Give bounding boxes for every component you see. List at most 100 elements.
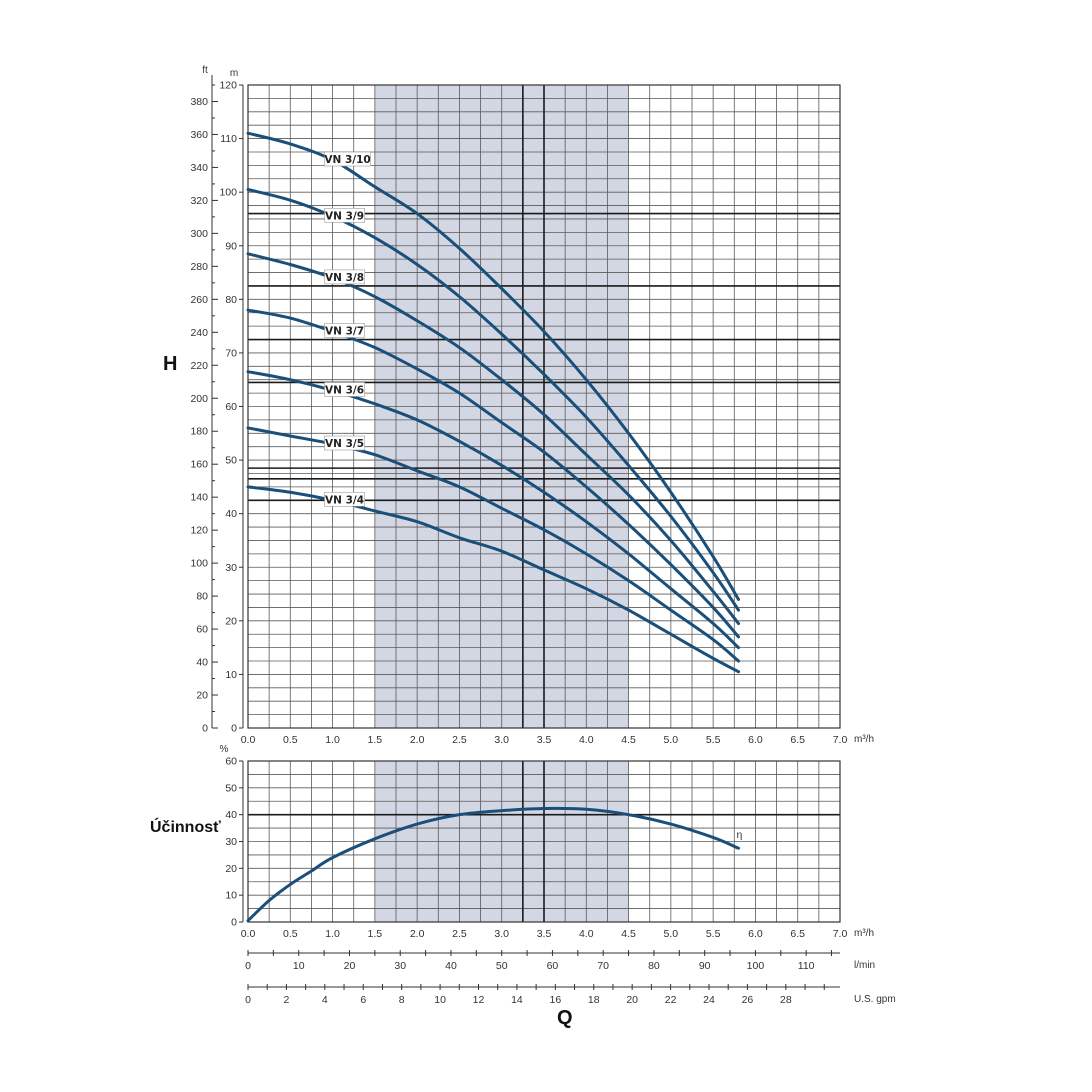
x-tick-label: 4.5: [621, 734, 636, 746]
secondary-tick-label: 16: [549, 994, 561, 1006]
secondary-tick-label: 18: [588, 994, 600, 1006]
ft-tick-label: 120: [190, 525, 208, 537]
flow-axis-title: Q: [557, 1007, 573, 1029]
secondary-tick-label: 2: [283, 994, 289, 1006]
ft-tick-label: 260: [190, 294, 208, 306]
x-tick-label: 3.0: [494, 928, 509, 940]
x-tick-label: 2.0: [410, 734, 425, 746]
x-tick-label: 4.5: [621, 928, 636, 940]
y-tick-label: 10: [225, 669, 237, 681]
y-tick-label: 20: [225, 863, 237, 875]
x-tick-label: 6.0: [748, 928, 763, 940]
x-tick-label: 3.5: [537, 928, 552, 940]
x-tick-label: 0.0: [241, 928, 256, 940]
ft-tick-label: 60: [196, 624, 208, 636]
curve-label-box: [324, 269, 365, 285]
ft-tick-label: 100: [190, 558, 208, 570]
ft-tick-label: 380: [190, 96, 208, 108]
ft-tick-label: 280: [190, 261, 208, 273]
curve-label: VN 3/9: [325, 210, 364, 222]
x-unit-label: m³/h: [854, 928, 874, 939]
y-tick-label: 20: [225, 615, 237, 627]
efficiency-series-label: η: [737, 829, 743, 841]
y-tick-label: 90: [225, 240, 237, 252]
secondary-unit-label: l/min: [854, 960, 875, 971]
x-unit-label: m³/h: [854, 734, 874, 745]
curve-label-box: [324, 207, 365, 223]
ft-tick-label: 80: [196, 591, 208, 603]
x-tick-label: 0.5: [283, 734, 298, 746]
y-tick-label: 60: [225, 401, 237, 413]
x-tick-label: 6.5: [790, 734, 805, 746]
y-tick-label: 80: [225, 294, 237, 306]
curve-label: VN 3/10: [324, 154, 370, 166]
ft-tick-label: 160: [190, 459, 208, 471]
secondary-tick-label: 80: [648, 960, 660, 972]
y-tick-label: 40: [225, 809, 237, 821]
ft-tick-label: 200: [190, 393, 208, 405]
ft-tick-label: 360: [190, 129, 208, 141]
y-tick-label: 0: [231, 917, 237, 929]
x-tick-label: 2.5: [452, 928, 467, 940]
efficiency-axis-title: Účinnosť: [150, 817, 221, 836]
curve-label: VN 3/5: [325, 438, 364, 450]
y-tick-label: 100: [219, 187, 237, 199]
x-tick-label: 2.5: [452, 734, 467, 746]
secondary-tick-label: 100: [747, 960, 765, 972]
y-tick-label: 40: [225, 508, 237, 520]
y-tick-label: 0: [231, 723, 237, 735]
ft-tick-label: 240: [190, 327, 208, 339]
ft-tick-label: 180: [190, 426, 208, 438]
ft-tick-label: 140: [190, 492, 208, 504]
curve-label: VN 3/7: [325, 325, 364, 337]
curve-label-box: [324, 323, 365, 338]
secondary-tick-label: 0: [245, 960, 251, 972]
y-unit-label: %: [220, 744, 229, 755]
secondary-tick-label: 22: [665, 994, 677, 1006]
curve-label: VN 3/4: [325, 494, 364, 506]
plot-frame: [247, 84, 841, 729]
curve-label: VN 3/6: [325, 384, 364, 396]
secondary-tick-label: 90: [699, 960, 711, 972]
secondary-tick-label: 8: [399, 994, 405, 1006]
efficiency-curve: [246, 806, 741, 923]
x-tick-label: 4.0: [579, 928, 594, 940]
ft-tick-label: 320: [190, 195, 208, 207]
x-tick-label: 4.0: [579, 734, 594, 746]
y-tick-label: 110: [220, 133, 237, 145]
head-axis-title: H: [163, 353, 177, 375]
efficiency-chart-panel: 0 10 20 30 40 50 60% 0.0 0.5 1.0 1.5 2.0 2.5 3.0 3.5 4.…: [220, 744, 874, 940]
y-tick-label: 60: [225, 756, 237, 768]
x-tick-label: 0.5: [283, 928, 298, 940]
secondary-tick-label: 20: [344, 960, 356, 972]
secondary-tick-label: 26: [742, 994, 754, 1006]
curve-label-box: [324, 382, 365, 397]
curve-label-box: [324, 491, 365, 507]
x-tick-label: 2.0: [410, 928, 425, 940]
y-unit-label: m: [230, 68, 238, 79]
secondary-tick-label: 110: [798, 960, 815, 972]
secondary-tick-label: 20: [626, 994, 638, 1006]
x-tick-label: 3.5: [537, 734, 552, 746]
curve-label-box: [324, 435, 365, 451]
y-tick-label: 30: [225, 562, 237, 574]
x-tick-label: 6.0: [748, 734, 763, 746]
secondary-tick-label: 10: [293, 960, 305, 972]
secondary-tick-label: 50: [496, 960, 508, 972]
y-tick-label: 10: [225, 890, 237, 902]
secondary-tick-label: 28: [780, 994, 792, 1006]
y-tick-label: 30: [225, 836, 237, 848]
ft-tick-label: 40: [196, 657, 208, 669]
y-tick-label: 50: [225, 455, 237, 467]
secondary-tick-label: 4: [322, 994, 328, 1006]
secondary-unit-label: U.S. gpm: [854, 994, 896, 1005]
y-tick-label: 50: [225, 782, 237, 794]
ft-unit-label: ft: [202, 65, 208, 76]
x-tick-label: 5.5: [706, 928, 721, 940]
secondary-tick-label: 10: [434, 994, 446, 1006]
x-tick-label: 5.5: [706, 734, 721, 746]
secondary-tick-label: 30: [394, 960, 406, 972]
